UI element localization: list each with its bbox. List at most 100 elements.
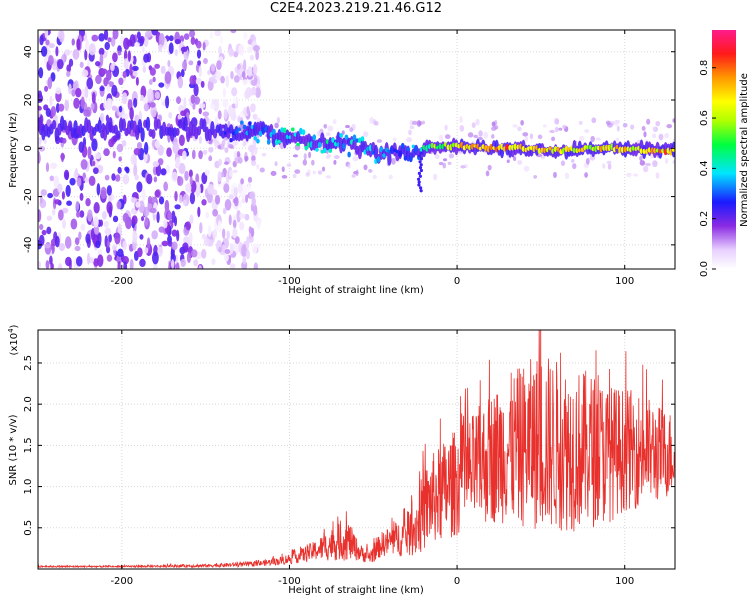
noise-speckle [182,242,189,253]
band-halo-speckle [506,159,510,164]
band-halo-speckle [664,157,669,164]
noise-speckle [174,39,182,45]
ridge-core [272,128,276,135]
noise-speckle [182,199,187,206]
ridge-core [242,124,247,130]
band-halo-speckle [345,125,350,129]
ridge-glow [97,119,102,133]
noise-speckle [63,169,70,180]
noise-speckle [217,110,222,120]
noise-speckle [41,229,47,236]
noise-speckle [53,175,60,189]
noise-speckle [249,54,254,61]
noise-speckle [212,208,219,217]
band-halo-speckle [549,129,555,134]
noise-speckle [161,240,169,247]
band-halo-speckle [639,160,646,166]
noise-speckle [171,259,175,269]
noise-speckle [156,211,160,224]
band-halo-speckle [369,116,374,124]
spectrogram-x-tick-label: -100 [278,276,301,287]
spectrogram-y-axis-label: Frequency (Hz) [8,112,19,188]
band-halo-speckle [325,175,332,179]
noise-speckle [149,207,157,214]
noise-speckle [147,88,154,102]
snr-x-tick-label: -200 [110,576,133,587]
noise-speckle [50,162,58,169]
snr-x-ticks: -200 -100 0 100 [110,330,634,587]
noise-speckle [197,60,202,66]
noise-speckle [106,69,112,81]
band-halo-speckle [584,129,590,134]
ridge-glow [121,118,127,132]
noise-speckle [238,44,245,56]
noise-speckle [49,95,53,106]
ridge-tail [419,163,423,167]
noise-speckle [50,262,54,269]
snr-x-tick-label: -100 [278,576,301,587]
band-halo-speckle [317,170,323,175]
noise-speckle [44,243,51,249]
noise-speckle [248,226,253,234]
ridge-glow [67,120,73,132]
noise-speckle [152,76,156,83]
noise-speckle [195,78,202,85]
band-halo-speckle [223,161,230,165]
noise-speckle [143,103,149,112]
noise-speckle [228,214,232,226]
noise-speckle [66,70,71,77]
ridge-tail [418,160,422,164]
ridge-glow [175,127,180,136]
noise-speckle [207,225,212,237]
noise-speckle [158,196,165,205]
ridge-core [317,141,322,149]
noise-speckle [143,34,149,48]
colorbar-tick-label: 0.2 [699,211,710,227]
noise-speckle [103,220,109,228]
band-halo-speckle [259,167,265,173]
noise-speckle [50,105,57,117]
noise-speckle [157,158,164,166]
noise-speckle [233,186,238,197]
noise-speckle [58,103,65,112]
noise-speckle [74,245,81,252]
ridge-glow [140,127,145,142]
band-halo-speckle [517,160,523,165]
band-halo-speckle [537,134,543,140]
noise-speckle [180,110,186,117]
noise-speckle [202,149,208,155]
noise-speckle [213,228,218,239]
noise-speckle [55,102,60,113]
noise-speckle [38,261,42,269]
noise-speckle [165,164,170,174]
noise-speckle [110,63,115,72]
noise-speckle [62,219,67,229]
band-halo-speckle [311,159,315,166]
noise-speckle [241,197,246,204]
noise-speckle [122,240,127,251]
band-halo-speckle [520,119,524,126]
noise-speckle [107,195,112,203]
band-halo-speckle [523,165,530,172]
ridge-tail [419,151,423,155]
band-halo-speckle [553,117,559,125]
noise-speckle [160,168,167,176]
band-halo-speckle [615,119,621,124]
band-halo-speckle [351,174,356,178]
noise-speckle [88,43,96,56]
noise-speckle [175,96,182,104]
noise-speckle [223,183,230,194]
noise-speckle [174,216,178,227]
band-halo-speckle [274,122,279,129]
noise-speckle [115,174,121,182]
noise-speckle [174,204,181,210]
noise-speckle [201,233,206,240]
ridge-core [355,138,359,143]
noise-speckle [158,44,163,52]
noise-speckle [79,61,84,68]
ridge-glow [183,115,188,132]
noise-speckle [117,166,122,174]
band-halo-speckle [645,162,651,167]
band-halo-speckle [349,127,354,133]
noise-speckle [174,190,178,202]
